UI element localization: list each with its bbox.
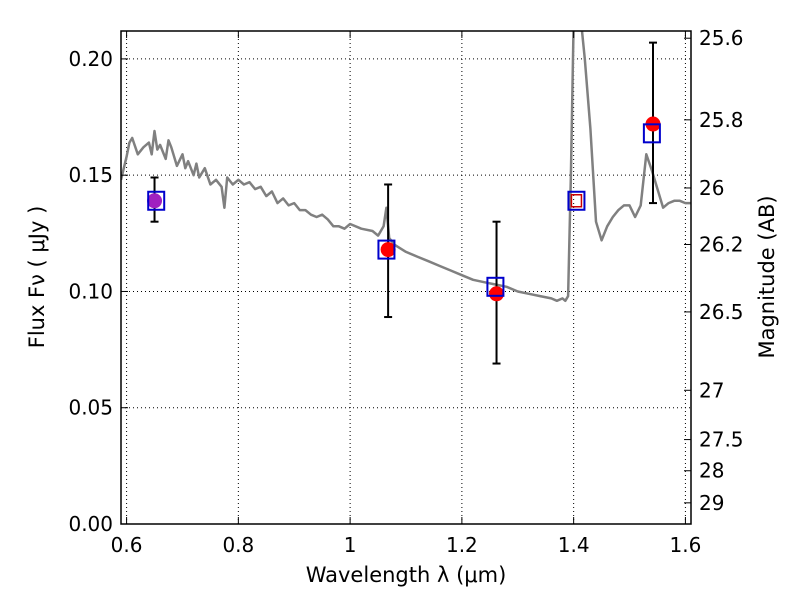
- right-tick-label-1: 25.8: [699, 108, 744, 132]
- x-axis-label: Wavelength λ (μm): [306, 563, 507, 587]
- model-square-2: [486, 276, 505, 297]
- y-tick-label-4: 0.20: [68, 47, 113, 71]
- plot-frame: [120, 30, 692, 525]
- grid-lines: [121, 31, 691, 524]
- y-tick-label-1: 0.05: [68, 396, 113, 420]
- right-tick-label-7: 28: [699, 459, 724, 483]
- x-axis-ticks: 0.6 0.8 1 1.2 1.4 1.6: [111, 31, 702, 557]
- right-axis-ticks: 25.6 25.8 26 26.2 26.5 27 27.5 28 29: [684, 26, 744, 515]
- measurement-point-0: [147, 193, 163, 209]
- x-tick-label-1: 0.8: [222, 533, 254, 557]
- red-square-0: [570, 194, 583, 208]
- y-tick-label-2: 0.10: [68, 279, 113, 303]
- x-tick-label-2: 1: [344, 533, 357, 557]
- x-tick-label-5: 1.6: [670, 533, 702, 557]
- right-tick-label-3: 26.2: [699, 232, 744, 256]
- data-markers: [147, 116, 661, 302]
- spectrum-line: [121, 31, 691, 303]
- y-axis-label: Flux Fν ( μJy ): [25, 206, 49, 349]
- y-tick-label-0: 0.00: [68, 512, 113, 536]
- model-square-3: [567, 190, 586, 211]
- model-spectrum: [121, 31, 691, 303]
- model-square-1: [377, 239, 396, 260]
- model-square-0: [147, 190, 166, 211]
- plot-border: [120, 30, 692, 525]
- measurement-point-1: [380, 242, 396, 258]
- right-tick-label-6: 27.5: [699, 428, 744, 452]
- y-tick-label-3: 0.15: [68, 163, 113, 187]
- right-axis-label: Magnitude (AB): [755, 195, 779, 358]
- y-axis-ticks: 0.00 0.05 0.10 0.15 0.20: [68, 47, 128, 536]
- model-square-4: [642, 123, 661, 144]
- right-tick-label-0: 25.6: [699, 26, 744, 50]
- measurement-point-2: [489, 286, 505, 302]
- right-tick-label-8: 29: [699, 491, 724, 515]
- right-tick-label-4: 26.5: [699, 300, 744, 324]
- x-tick-label-3: 1.2: [446, 533, 478, 557]
- x-tick-label-0: 0.6: [111, 533, 143, 557]
- right-tick-label-2: 26: [699, 176, 724, 200]
- x-tick-label-4: 1.4: [558, 533, 590, 557]
- right-tick-label-5: 27: [699, 378, 724, 402]
